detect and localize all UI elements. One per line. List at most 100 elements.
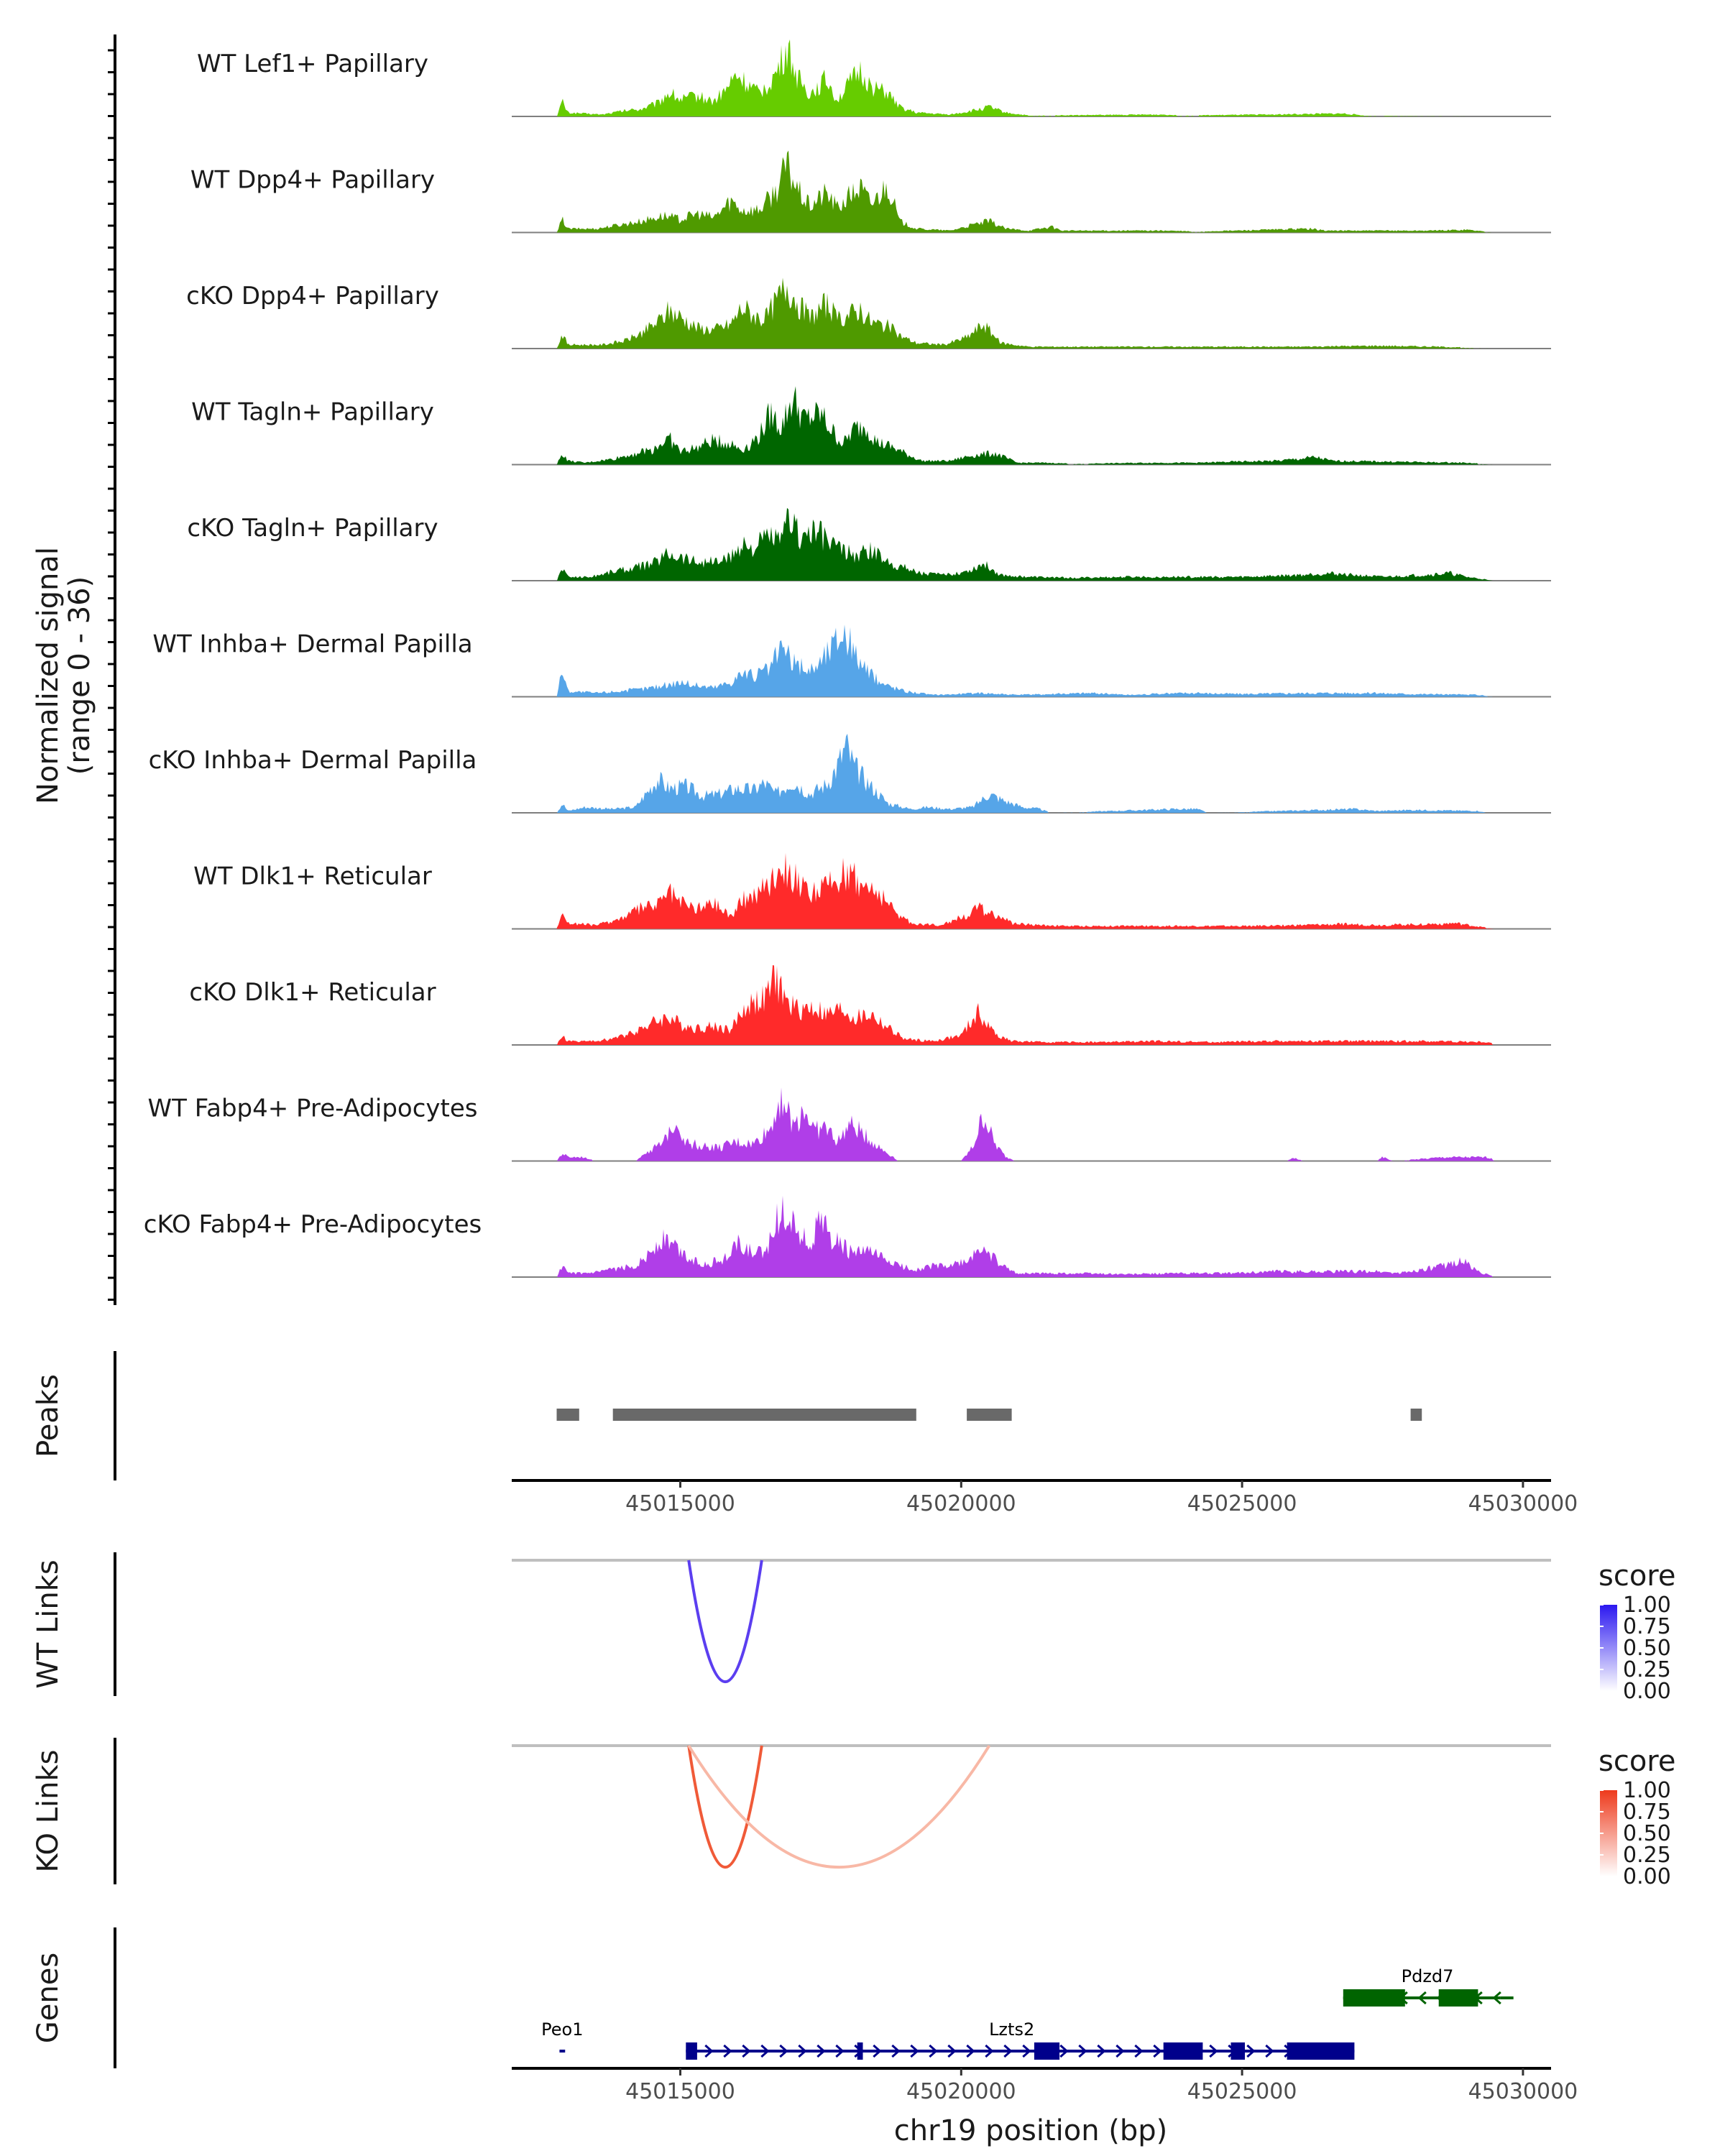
strand-chevron bbox=[1265, 2044, 1274, 2058]
legend-tick-label: 0.25 bbox=[1623, 1843, 1671, 1868]
coverage-track: cKO Inhba+ Dermal Papilla bbox=[149, 734, 1551, 814]
strand-chevron bbox=[1417, 1991, 1427, 2005]
wt-links-section: WT Links score 1.000.750.500.250.00 bbox=[32, 1552, 1675, 1704]
strand-chevron bbox=[760, 2044, 770, 2058]
coverage-track: cKO Fabp4+ Pre-Adipocytes bbox=[144, 1195, 1551, 1278]
x-tick-label: 45025000 bbox=[1187, 2079, 1297, 2104]
strand-chevron bbox=[798, 2044, 807, 2058]
track-label: WT Lef1+ Papillary bbox=[197, 50, 428, 78]
coverage-track: WT Inhba+ Dermal Papilla bbox=[152, 625, 1551, 698]
ko-legend-title: score bbox=[1598, 1745, 1675, 1778]
coverage-track: WT Tagln+ Papillary bbox=[191, 386, 1551, 466]
exon-block bbox=[1034, 2042, 1060, 2060]
strand-chevron bbox=[1209, 2044, 1218, 2058]
gene-models: Peo1 Lzts2 Pdzd7 bbox=[541, 1966, 1514, 2060]
coverage-tracks: WT Lef1+ Papillary WT Dpp4+ Papillary cKO … bbox=[144, 39, 1551, 1278]
strand-chevron bbox=[1022, 2044, 1031, 2058]
x-tick-label: 45025000 bbox=[1187, 1491, 1297, 1516]
x-axis-title: chr19 position (bp) bbox=[894, 2114, 1168, 2147]
gene-model: Pdzd7 bbox=[1343, 1966, 1514, 2007]
gene-name-label: Lzts2 bbox=[989, 2019, 1034, 2040]
legend-tick-label: 0.75 bbox=[1623, 1614, 1671, 1639]
coverage-area bbox=[556, 386, 1495, 465]
peaks-section: Peaks 45015000 45020000 45025000 45030000 bbox=[32, 1351, 1578, 1516]
coverage-track: cKO Dpp4+ Papillary bbox=[186, 277, 1551, 349]
ko-links-arcs bbox=[687, 1744, 991, 1869]
wt-legend-title: score bbox=[1598, 1560, 1675, 1593]
exon-block bbox=[1163, 2042, 1203, 2060]
strand-chevron bbox=[742, 2044, 751, 2058]
legend-tick-label: 0.75 bbox=[1623, 1800, 1671, 1825]
x-tick-label: 45020000 bbox=[906, 1491, 1016, 1516]
coverage-area bbox=[556, 1195, 1495, 1277]
coverage-area bbox=[556, 507, 1495, 581]
strand-chevron bbox=[1246, 2044, 1256, 2058]
legend-tick-label: 0.00 bbox=[1623, 1679, 1671, 1704]
track-label: cKO Dlk1+ Reticular bbox=[189, 978, 436, 1007]
coverage-area bbox=[556, 964, 1495, 1045]
exon-block bbox=[1287, 2042, 1355, 2060]
track-label: cKO Dpp4+ Papillary bbox=[186, 282, 439, 310]
x-axis-top: 45015000 45020000 45025000 45030000 bbox=[512, 1479, 1578, 1516]
x-tick-label: 45015000 bbox=[625, 2079, 735, 2104]
exon-block bbox=[1230, 2042, 1245, 2060]
gene-model: Peo1 bbox=[541, 2019, 584, 2053]
link-arc bbox=[687, 1744, 991, 1869]
coverage-area bbox=[556, 734, 1489, 813]
strand-chevron bbox=[985, 2044, 994, 2058]
coverage-track: WT Lef1+ Papillary bbox=[197, 39, 1551, 117]
track-label: cKO Tagln+ Papillary bbox=[187, 514, 438, 543]
strand-chevron bbox=[779, 2044, 788, 2058]
x-tick-label: 45015000 bbox=[625, 1491, 735, 1516]
track-label: WT Tagln+ Papillary bbox=[191, 398, 434, 427]
coverage-track: WT Dlk1+ Reticular bbox=[193, 852, 1551, 930]
ko-links-label: KO Links bbox=[32, 1750, 65, 1873]
coverage-y-axis-title: Normalized signal bbox=[32, 547, 65, 804]
coverage-area bbox=[556, 150, 1495, 233]
gene-name-label: Pdzd7 bbox=[1402, 1966, 1454, 1986]
coverage-track: cKO Tagln+ Papillary bbox=[187, 507, 1551, 581]
x-tick-label: 45030000 bbox=[1468, 2079, 1578, 2104]
exon-block bbox=[686, 2042, 697, 2060]
coverage-track: WT Dpp4+ Papillary bbox=[190, 150, 1551, 234]
legend-tick-label: 1.00 bbox=[1623, 1778, 1671, 1803]
strand-chevron bbox=[891, 2044, 901, 2058]
legend-tick-label: 0.00 bbox=[1623, 1864, 1671, 1889]
legend-tick-label: 0.50 bbox=[1623, 1821, 1671, 1846]
coverage-area bbox=[556, 1087, 1495, 1161]
strand-chevron bbox=[873, 2044, 882, 2058]
exon-block bbox=[1438, 1989, 1478, 2007]
exon-block bbox=[857, 2042, 863, 2060]
strand-chevron bbox=[704, 2044, 714, 2058]
wt-links-label: WT Links bbox=[32, 1560, 65, 1688]
link-arc bbox=[687, 1560, 763, 1683]
peak-bars bbox=[556, 1409, 1422, 1421]
peak-region bbox=[556, 1409, 579, 1421]
coverage-area bbox=[556, 39, 1495, 116]
strand-chevron bbox=[1059, 2044, 1069, 2058]
genes-label: Genes bbox=[32, 1953, 65, 2043]
legend-tick-label: 1.00 bbox=[1623, 1593, 1671, 1618]
coverage-y-axis-ticks bbox=[108, 49, 115, 1301]
wt-links-legend: score 1.000.750.500.250.00 bbox=[1598, 1560, 1675, 1704]
x-tick-label: 45030000 bbox=[1468, 1491, 1578, 1516]
coverage-track: WT Fabp4+ Pre-Adipocytes bbox=[148, 1087, 1551, 1162]
strand-chevron bbox=[1153, 2044, 1162, 2058]
ko-links-legend: score 1.000.750.500.250.00 bbox=[1598, 1745, 1675, 1889]
track-label: WT Fabp4+ Pre-Adipocytes bbox=[148, 1095, 478, 1123]
exon-block bbox=[1343, 1989, 1405, 2007]
strand-chevron bbox=[966, 2044, 975, 2058]
x-axis-bottom: 45015000 45020000 45025000 45030000 bbox=[512, 2067, 1578, 2104]
strand-chevron bbox=[947, 2044, 957, 2058]
peak-region bbox=[612, 1409, 916, 1421]
track-label: WT Inhba+ Dermal Papilla bbox=[152, 630, 472, 659]
legend-tick-label: 0.25 bbox=[1623, 1657, 1671, 1682]
x-tick-label: 45020000 bbox=[906, 2079, 1016, 2104]
strand-chevron bbox=[1134, 2044, 1144, 2058]
coverage-y-axis-subtitle: (range 0 - 36) bbox=[63, 576, 96, 775]
track-label: cKO Fabp4+ Pre-Adipocytes bbox=[144, 1210, 482, 1239]
track-label: WT Dlk1+ Reticular bbox=[193, 862, 432, 891]
strand-chevron bbox=[816, 2044, 826, 2058]
